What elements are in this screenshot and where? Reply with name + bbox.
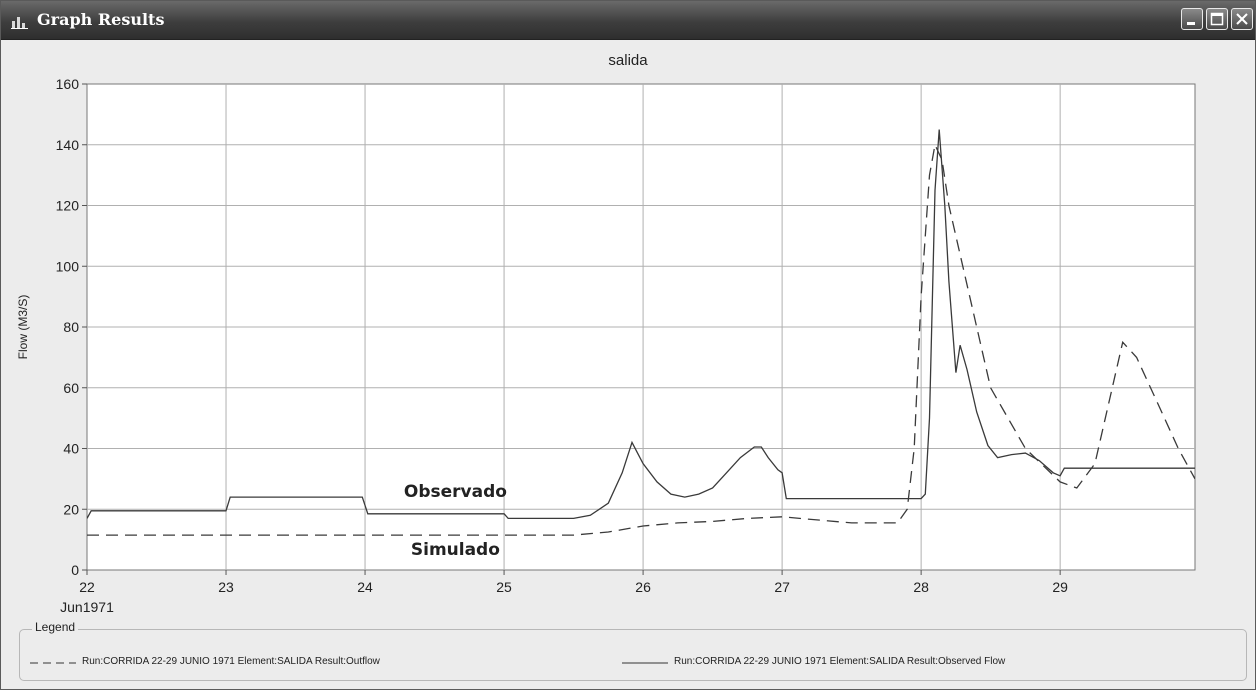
y-tick-label: 60 (63, 380, 79, 396)
x-sub-label: Jun1971 (60, 599, 114, 615)
y-tick-label: 100 (56, 258, 80, 274)
x-tick-label: 28 (913, 579, 929, 595)
y-tick-label: 20 (63, 501, 79, 517)
annotation-simulado: Simulado (411, 540, 500, 560)
dashed-line-swatch (30, 662, 76, 664)
solid-line-swatch (622, 662, 668, 664)
x-tick-label: 26 (635, 579, 651, 595)
y-tick-label: 80 (63, 319, 79, 335)
legend-box: Legend Run:CORRIDA 22-29 JUNIO 1971 Elem… (19, 620, 1247, 681)
legend-label-outflow: Run:CORRIDA 22-29 JUNIO 1971 Element:SAL… (82, 656, 380, 667)
minimize-icon (1187, 22, 1195, 25)
series-line-observed-flow (87, 129, 1195, 520)
y-tick-label: 140 (56, 137, 80, 153)
series-line-outflow (87, 142, 1195, 536)
x-tick-label: 23 (218, 579, 234, 595)
y-tick-label: 0 (71, 562, 79, 578)
close-button[interactable] (1231, 8, 1253, 30)
close-icon (1236, 13, 1248, 25)
legend-title: Legend (32, 620, 79, 634)
y-tick-label: 120 (56, 198, 80, 214)
x-tick-label: 22 (79, 579, 95, 595)
x-tick-label: 24 (357, 579, 373, 595)
legend-label-observed: Run:CORRIDA 22-29 JUNIO 1971 Element:SAL… (674, 656, 1006, 667)
annotation-observado: Observado (404, 482, 507, 502)
maximize-button[interactable] (1206, 8, 1228, 30)
chart-panel: 0 20 40 60 80 100 120 140 160 22 23 24 25 26 27 28 29 Jun… (1, 40, 1255, 622)
x-tick-label: 25 (496, 579, 512, 595)
chart-icon (11, 17, 28, 29)
x-tick-label: 27 (774, 579, 790, 595)
flow-chart: 0 20 40 60 80 100 120 140 160 22 23 24 25 26 27 28 29 Jun… (16, 76, 1196, 615)
title-bar[interactable]: Graph Results (1, 1, 1255, 40)
maximize-icon (1210, 12, 1224, 26)
minimize-button[interactable] (1181, 8, 1203, 30)
y-axis-label: Flow (M3/S) (16, 295, 30, 360)
chart-title: salida (608, 52, 648, 69)
window-title: Graph Results (37, 10, 165, 29)
y-tick-label: 40 (63, 441, 79, 457)
x-tick-label: 29 (1052, 579, 1068, 595)
y-tick-label: 160 (56, 76, 80, 92)
